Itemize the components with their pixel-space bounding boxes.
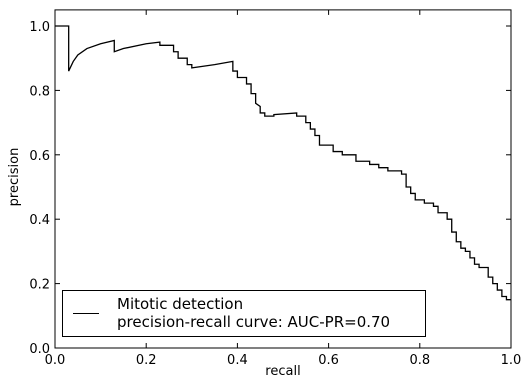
legend-swatch — [73, 313, 99, 314]
pr-curve — [55, 25, 511, 301]
x-tick-label: 1.0 — [501, 353, 522, 368]
x-tick-label: 0.2 — [136, 353, 157, 368]
x-tick-label: 0.0 — [45, 353, 66, 368]
legend-label: Mitotic detection precision-recall curve… — [117, 295, 391, 331]
y-tick-label: 0.2 — [29, 278, 50, 293]
plot-frame — [54, 9, 512, 349]
y-tick-label: 1.0 — [29, 20, 50, 35]
y-tick-label: 0.0 — [29, 342, 50, 357]
y-tick-label: 0.6 — [29, 149, 50, 164]
x-tick-label: 0.8 — [409, 353, 430, 368]
x-axis-label: recall — [265, 364, 300, 379]
x-tick-label: 0.4 — [227, 353, 248, 368]
y-axis-label: precision — [7, 148, 22, 207]
legend: Mitotic detection precision-recall curve… — [62, 290, 426, 337]
y-tick-label: 0.4 — [29, 213, 50, 228]
y-tick-label: 0.8 — [29, 84, 50, 99]
x-tick-label: 0.6 — [318, 353, 339, 368]
